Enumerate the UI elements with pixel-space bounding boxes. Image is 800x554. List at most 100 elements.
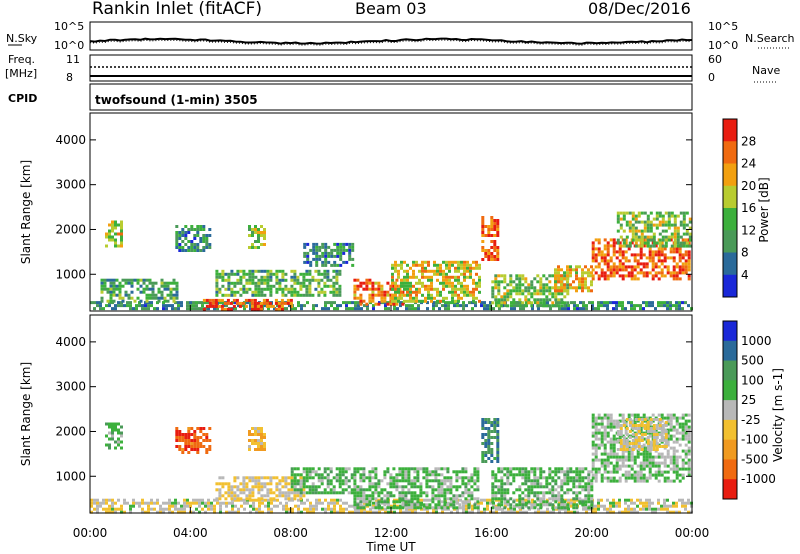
power-cell [575,289,578,293]
power-cell [351,307,354,311]
power-cell [616,211,620,215]
power-cell [335,275,339,279]
velocity-cell [521,470,525,474]
power-cell [120,226,123,230]
power-cell [289,298,293,302]
power-cell [494,298,498,302]
velocity-cell [648,473,652,477]
velocity-cell [419,467,423,471]
velocity-cell [329,479,333,483]
power-cell [93,307,96,311]
velocity-cell [681,434,685,438]
power-cell [391,278,394,282]
velocity-cell [681,504,684,508]
velocity-cell [187,451,191,454]
velocity-cell [305,479,309,483]
velocity-cell [637,439,641,442]
velocity-cell [171,501,174,505]
power-cell [103,278,107,282]
power-cell [584,271,587,275]
power-cell [606,253,610,257]
velocity-cell [105,510,108,514]
power-cell [606,268,610,272]
velocity-cell [652,442,656,445]
velocity-cell [612,422,616,426]
velocity-cell [657,498,660,502]
power-cell [418,287,421,291]
velocity-cell [407,500,411,504]
velocity-cell [386,494,390,498]
velocity-cell [464,488,468,492]
power-cell [491,289,495,293]
velocity-cell [371,470,375,474]
velocity-cell [590,488,594,492]
velocity-cell [236,476,240,480]
power-cell [198,301,201,305]
velocity-cell [395,473,399,477]
power-cell [353,290,357,294]
velocity-cell [581,503,585,507]
power-cell [254,225,257,228]
power-cell [193,243,197,246]
velocity-cell [597,413,601,417]
power-cell [400,296,403,300]
power-cell [371,281,375,285]
power-cell [276,304,279,308]
velocity-cell [141,498,144,502]
velocity-cell [572,491,576,495]
power-cell [685,223,689,227]
power-cell [180,304,183,308]
power-cell [684,268,688,272]
velocity-cell [594,479,598,483]
velocity-cell [548,503,552,507]
power-cell [518,292,522,296]
power-cell [682,232,686,236]
power-cell [142,278,146,282]
power-cell [463,272,466,276]
power-cell [257,287,261,291]
power-cell [111,220,114,224]
velocity-cell [476,467,480,471]
power-cell [202,228,206,231]
velocity-cell [636,455,640,459]
power-cell [688,217,692,221]
velocity-cell [634,436,638,439]
velocity-cell [639,501,642,505]
velocity-cell [369,507,372,511]
power-cell [566,268,569,272]
power-cell [332,275,336,279]
power-cell [163,284,167,288]
velocity-cell [195,507,198,511]
power-cell [563,283,566,287]
velocity-cell [624,479,628,483]
power-cell [118,284,122,288]
velocity-cell [575,497,579,501]
velocity-cell [111,422,114,426]
velocity-cell [684,467,688,471]
velocity-cell [300,501,303,505]
velocity-cell [362,476,366,480]
power-cell [241,301,245,305]
power-cell [664,229,668,233]
velocity-cell [281,485,285,489]
velocity-cell [242,485,246,489]
power-cell [480,301,483,305]
power-cell [351,248,355,252]
station-title: Rankin Inlet (fitACF) [92,0,262,19]
power-cell [560,286,563,290]
power-cell [365,287,369,291]
power-cell [412,260,415,264]
power-cell [251,281,255,285]
velocity-cell [275,494,279,498]
power-cell [290,275,294,279]
velocity-cell [627,455,631,459]
power-cell [99,304,102,308]
power-cell [642,262,646,266]
velocity-cell [357,501,360,505]
velocity-cell [120,440,123,444]
velocity-cell [105,507,108,511]
power-cell [627,259,631,263]
power-cell [100,284,104,288]
velocity-cell [251,433,254,436]
